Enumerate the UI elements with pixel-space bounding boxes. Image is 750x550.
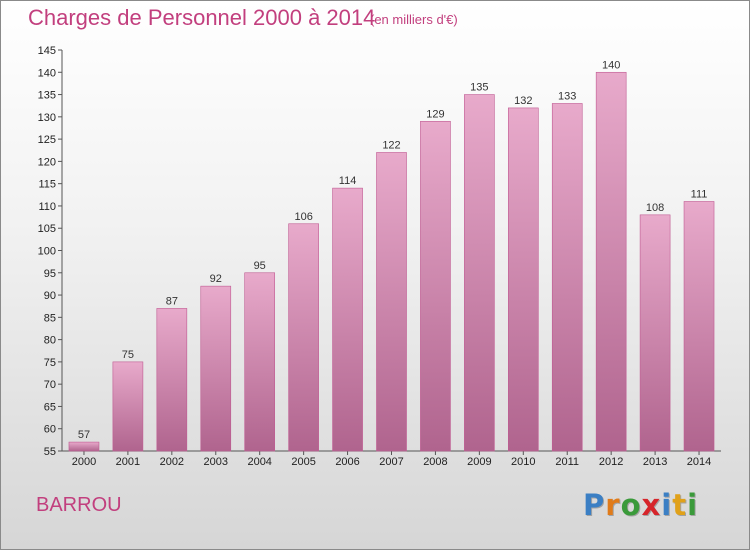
logo-letter: r (605, 488, 621, 522)
logo-letter: i (687, 488, 699, 522)
x-tick-label: 2006 (335, 456, 359, 468)
data-label: 87 (166, 295, 178, 307)
y-tick-label: 100 (38, 246, 56, 258)
data-label: 135 (470, 82, 488, 94)
y-tick-label: 105 (38, 223, 56, 235)
bar (200, 285, 232, 452)
bar (639, 214, 671, 452)
data-label: 92 (210, 273, 222, 285)
data-label: 122 (382, 139, 400, 151)
chart-title: Charges de Personnel 2000 à 2014 (28, 5, 376, 30)
y-tick-label: 110 (38, 201, 56, 213)
y-tick-label: 85 (44, 312, 56, 324)
logo-letter: P (583, 488, 606, 522)
y-tick-label: 90 (44, 290, 56, 302)
x-tick-label: 2007 (379, 456, 403, 468)
y-tick-label: 140 (38, 67, 56, 79)
x-tick-label: 2005 (291, 456, 315, 468)
bar (595, 71, 627, 452)
x-tick-label: 2012 (599, 456, 623, 468)
x-tick-label: 2008 (423, 456, 447, 468)
data-label: 132 (514, 95, 532, 107)
bar (420, 120, 451, 452)
data-label: 129 (426, 108, 444, 120)
y-tick-label: 120 (38, 156, 56, 168)
x-tick-label: 2000 (72, 456, 96, 468)
data-label: 108 (646, 202, 664, 214)
data-label: 133 (558, 90, 576, 102)
data-label: 111 (691, 188, 708, 200)
bar (288, 223, 319, 452)
data-label: 75 (122, 349, 134, 361)
x-tick-label: 2003 (204, 456, 228, 468)
y-tick-label: 55 (44, 446, 56, 458)
x-tick-label: 2010 (511, 456, 535, 468)
y-tick-label: 125 (38, 134, 56, 146)
y-tick-label: 135 (38, 90, 56, 102)
proxiti-logo[interactable]: Proxiti (583, 488, 698, 522)
commune-name: BARROU (36, 494, 122, 516)
logo-letter: i (661, 488, 673, 522)
data-label: 57 (78, 429, 90, 441)
data-label: 140 (602, 59, 620, 71)
logo-letter: o (620, 488, 642, 522)
x-tick-label: 2009 (467, 456, 491, 468)
y-tick-label: 115 (38, 179, 56, 191)
bar (507, 107, 539, 452)
logo-letter: t (672, 488, 688, 522)
x-tick-label: 2002 (160, 456, 184, 468)
x-tick-label: 2014 (687, 456, 711, 468)
y-tick-label: 75 (44, 357, 56, 369)
x-tick-label: 2011 (555, 456, 579, 468)
bar (156, 308, 188, 452)
y-tick-label: 95 (44, 268, 56, 280)
bar (376, 152, 407, 452)
bar (551, 103, 583, 452)
x-tick-label: 2004 (247, 456, 271, 468)
x-tick-label: 2001 (116, 456, 140, 468)
y-tick-label: 60 (44, 424, 56, 436)
data-label: 114 (339, 175, 357, 187)
y-tick-label: 130 (38, 112, 56, 124)
chart-subtitle: (en milliers d'€) (370, 12, 458, 27)
bar (112, 361, 144, 452)
data-label: 106 (294, 211, 312, 223)
y-tick-label: 80 (44, 335, 56, 347)
bar (68, 441, 100, 452)
bar (683, 201, 715, 452)
bar (332, 187, 363, 452)
bar (464, 94, 495, 452)
y-tick-label: 145 (38, 45, 56, 57)
x-tick-label: 2013 (643, 456, 667, 468)
y-tick-label: 70 (44, 379, 56, 391)
logo-letter: x (641, 488, 662, 522)
bar (244, 272, 275, 452)
data-label: 95 (254, 260, 266, 272)
y-tick-label: 65 (44, 401, 56, 413)
